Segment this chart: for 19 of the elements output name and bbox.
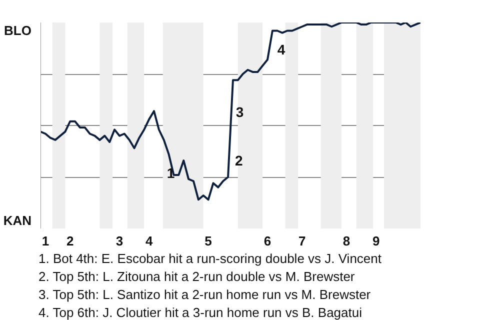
- text: 1. Bot 4th: E. Escobar hit a run-scoring double vs J. Vincent: [38, 251, 382, 266]
- x-tick-label: 6: [264, 234, 272, 248]
- annotation: 1: [166, 164, 175, 181]
- x-tick-label: 9: [372, 234, 380, 248]
- text: 4. Top 6th: J. Cloutier hit a 3-run home run vs B. Bagatui: [38, 305, 362, 320]
- annotation: 4: [277, 41, 286, 58]
- x-tick-label: 7: [298, 234, 306, 248]
- annotation: 2: [234, 152, 243, 169]
- x-tick-label: 3: [116, 234, 124, 248]
- x-tick-label: 4: [145, 234, 154, 248]
- text: 2. Top 5th: L. Zitouna hit a 2-run double vs M. Brewster: [38, 269, 356, 284]
- x-tick-label: 8: [342, 234, 350, 248]
- text: BLO: [4, 23, 32, 38]
- text: KAN: [3, 212, 32, 228]
- x-tick-label: 1: [42, 234, 50, 248]
- annotation: 3: [236, 104, 244, 120]
- x-tick-label: 2: [66, 234, 74, 248]
- x-tick-label: 5: [204, 234, 212, 248]
- text: 3. Top 5th: L. Santizo hit a 2-run home run vs M. Brewster: [38, 287, 372, 302]
